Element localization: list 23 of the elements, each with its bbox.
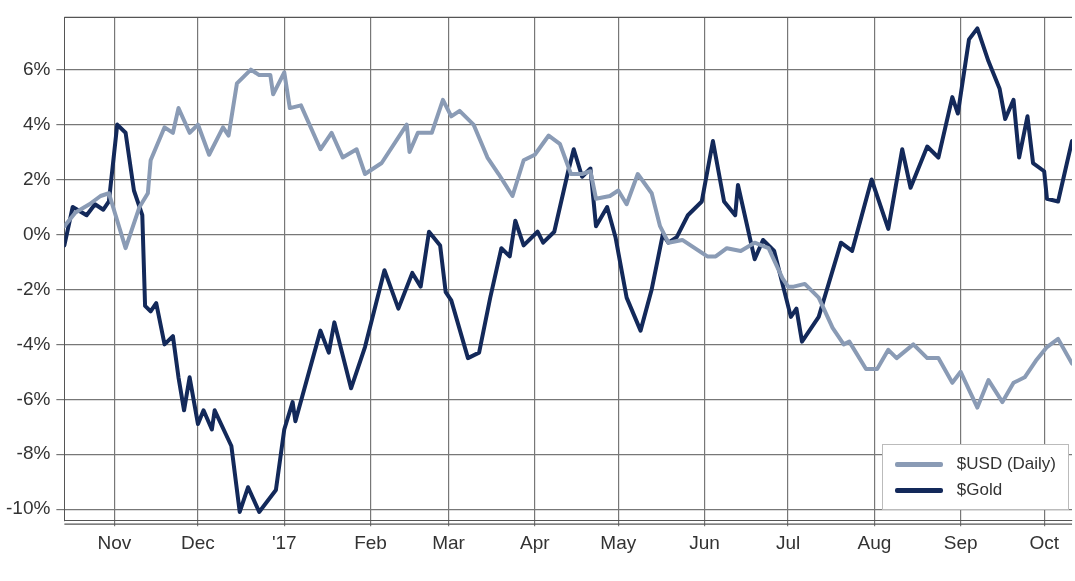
x-tick-label: Nov (97, 531, 132, 553)
x-tick-label: Jul (775, 531, 801, 553)
y-tick-label: -6% (16, 387, 51, 409)
y-tick-label: 6% (22, 57, 51, 79)
x-tick-label: Jun (689, 531, 720, 553)
x-tick-label: '17 (271, 531, 297, 553)
x-tick-label: Oct (1029, 531, 1060, 553)
x-tick-label: Aug (857, 531, 892, 553)
legend-label: $Gold (956, 480, 1003, 501)
x-tick-label: Apr (519, 531, 551, 553)
y-tick-label: -2% (16, 277, 51, 299)
x-tick-label: Mar (432, 531, 466, 553)
x-tick-label: May (600, 531, 637, 553)
x-tick-label: Dec (181, 531, 215, 553)
y-tick-label: -8% (16, 442, 51, 464)
x-tick-label: Sep (943, 531, 978, 553)
y-tick-label: -4% (16, 332, 51, 354)
x-tick-label: Feb (354, 531, 387, 553)
y-tick-label: 0% (22, 222, 51, 244)
y-tick-label: -10% (6, 497, 51, 519)
legend-label: $USD (Daily) (956, 454, 1056, 475)
y-tick-label: 2% (22, 167, 51, 189)
y-tick-label: 4% (22, 112, 51, 134)
